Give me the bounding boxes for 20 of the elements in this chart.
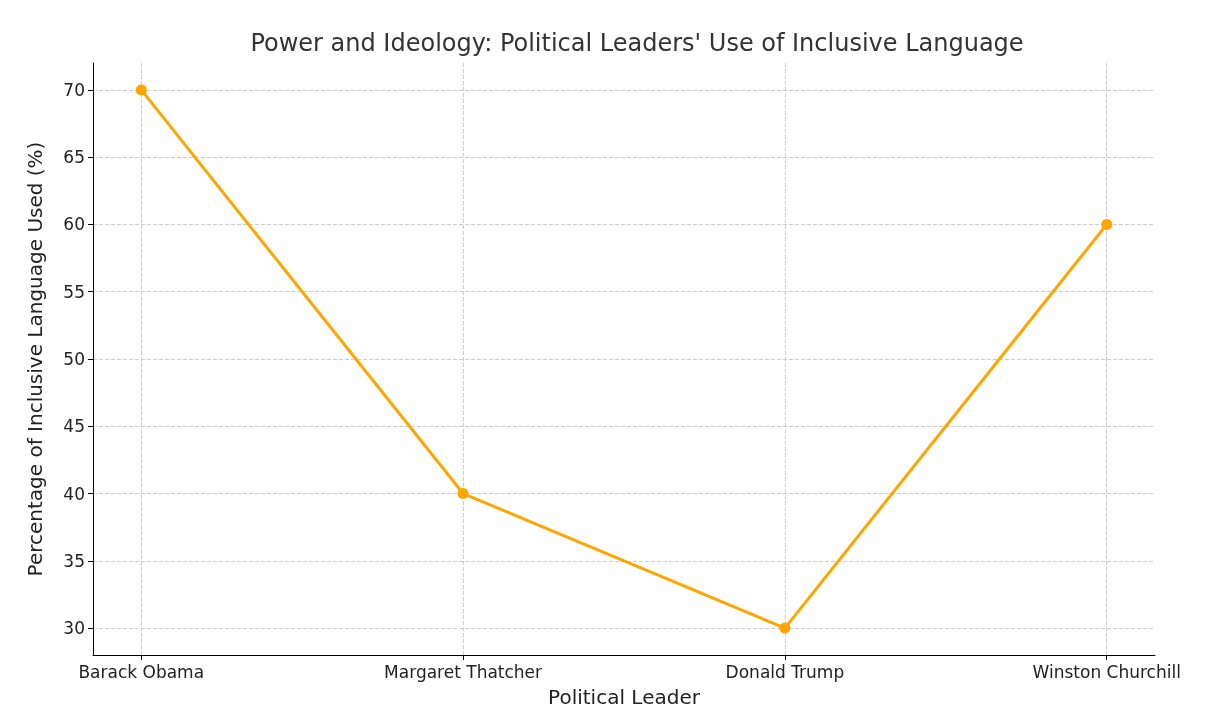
y-tick-label: 55 — [63, 281, 85, 302]
point — [779, 622, 791, 634]
x-tick-label: Donald Trump — [725, 661, 845, 682]
x-tick-label: Barack Obama — [78, 661, 205, 682]
point — [457, 488, 469, 500]
y-axis-title: Percentage of Inclusive Language Used (%) — [23, 141, 47, 577]
x-axis-title: Political Leader — [548, 685, 701, 709]
y-tick-label: 35 — [63, 550, 85, 571]
x-tick-label: Margaret Thatcher — [384, 661, 543, 682]
y-tick-label: 40 — [63, 483, 85, 504]
y-tick-label: 70 — [63, 79, 85, 100]
y-tick-label: 65 — [63, 147, 85, 168]
y-tick-label: 30 — [63, 618, 85, 639]
x-tick-label: Winston Churchill — [1032, 661, 1181, 682]
y-tick-label: 45 — [63, 416, 85, 437]
chart-title: Power and Ideology: Political Leaders' Use of Inclusive Language — [250, 29, 1024, 57]
y-tick-label: 60 — [63, 214, 85, 235]
y-tick-label: 50 — [63, 349, 85, 369]
point — [135, 84, 147, 96]
point — [1101, 218, 1113, 230]
